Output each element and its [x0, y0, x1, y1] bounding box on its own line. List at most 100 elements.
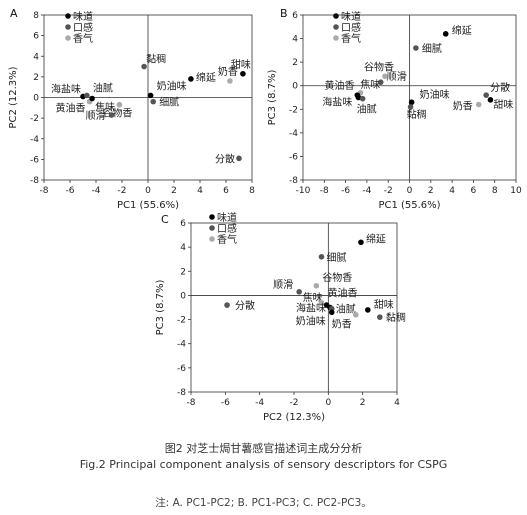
y-tick-label: 4 — [180, 243, 186, 253]
data-point-label: 焦味 — [360, 78, 380, 91]
data-point — [328, 309, 335, 316]
x-tick-label: 0 — [145, 186, 151, 196]
data-point-label: 细腻 — [422, 42, 442, 55]
data-point — [353, 311, 359, 318]
y-tick-label: 2 — [180, 267, 186, 277]
y-tick-label: 6 — [33, 32, 39, 42]
data-point — [224, 302, 230, 308]
data-point — [408, 99, 415, 106]
legend-label: 香气 — [73, 32, 93, 45]
y-tick-label: 4 — [292, 35, 298, 45]
data-point-label: 顺滑 — [86, 110, 106, 122]
x-tick-label: 8 — [249, 186, 255, 196]
legend-marker — [65, 13, 71, 19]
data-point-label: 细腻 — [326, 251, 346, 264]
data-point-label: 黏稠 — [146, 53, 166, 66]
x-tick-label: 10 — [510, 186, 522, 196]
legend-label: 味道 — [341, 10, 361, 23]
y-tick-label: -6 — [177, 364, 186, 374]
data-point-label: 绵延 — [196, 71, 216, 84]
data-point-label: 黏稠 — [386, 311, 406, 324]
data-point — [318, 253, 325, 260]
y-tick-label: -2 — [177, 316, 186, 326]
y-axis-label: PC3 (8.7%) — [267, 70, 278, 126]
x-tick-label: -4 — [92, 186, 101, 196]
y-tick-label: -4 — [177, 340, 186, 350]
figure-caption-english: Fig.2 Principal component analysis of se… — [79, 458, 448, 471]
data-point-label: 顺滑 — [387, 71, 407, 83]
legend-marker — [209, 225, 215, 231]
data-point-label: 谷物香 — [364, 60, 394, 73]
y-tick-label: 8 — [33, 11, 39, 21]
data-point-label: 分散 — [235, 299, 255, 312]
data-point — [227, 78, 233, 84]
x-tick-label: 2 — [428, 186, 434, 196]
legend-label: 口感 — [341, 21, 361, 34]
x-tick-label: 4 — [394, 398, 400, 408]
data-point-label: 焦味 — [95, 101, 115, 114]
data-point — [240, 70, 246, 77]
data-point-label: 黄油香 — [325, 79, 355, 92]
y-tick-label: -6 — [30, 155, 39, 165]
data-point — [377, 79, 384, 85]
plot-frame — [190, 222, 398, 393]
data-point — [475, 101, 482, 108]
x-tick-label: 0 — [407, 186, 413, 196]
x-tick-label: -6 — [66, 186, 75, 196]
data-point — [141, 63, 147, 70]
x-tick-label: 6 — [223, 186, 229, 196]
panel-letter: A — [10, 7, 18, 20]
data-point — [413, 45, 419, 51]
legend-marker — [65, 24, 71, 30]
y-tick-label: -2 — [30, 114, 39, 124]
x-tick-label: 0 — [325, 398, 331, 408]
x-tick-label: 4 — [449, 186, 455, 196]
legend-label: 味道 — [217, 211, 237, 224]
x-tick-label: 4 — [197, 186, 203, 196]
y-tick-label: 0 — [180, 291, 186, 301]
y-tick-label: 2 — [292, 58, 298, 68]
y-tick-label: -2 — [289, 105, 298, 115]
legend-marker — [333, 24, 339, 30]
data-point-label: 甜味 — [493, 98, 513, 111]
y-tick-label: 6 — [292, 11, 298, 21]
x-axis-label: PC2 (12.3%) — [263, 412, 325, 423]
legend-label: 香气 — [341, 32, 361, 45]
legend-marker — [333, 35, 339, 41]
data-point-label: 分散 — [215, 152, 235, 165]
data-point — [355, 94, 362, 101]
data-point — [487, 97, 494, 103]
x-tick-label: -8 — [187, 398, 196, 408]
data-point-label: 奶油味 — [157, 79, 187, 92]
figure-note: 注: A. PC1-PC2; B. PC1-PC3; C. PC2-PC3。 — [155, 497, 372, 509]
data-point — [296, 289, 302, 295]
legend-label: 味道 — [73, 10, 93, 23]
legend-label: 口感 — [73, 21, 93, 34]
data-point-label: 黄油香 — [327, 287, 357, 300]
legend-marker — [209, 236, 215, 242]
y-tick-label: 0 — [33, 94, 39, 104]
data-point-label: 分散 — [490, 81, 510, 94]
x-tick-label: -10 — [296, 186, 311, 196]
y-axis-label: PC2 (12.3%) — [8, 66, 19, 128]
x-tick-label: 2 — [360, 398, 366, 408]
data-point-label: 奶香 — [453, 101, 473, 113]
data-point — [318, 299, 325, 306]
figure-caption-chinese: 图2 对芝士焗甘薯感官描述词主成分分析 — [164, 442, 363, 455]
data-point-label: 谷物香 — [102, 107, 132, 120]
x-tick-label: -2 — [118, 186, 127, 196]
y-tick-label: -4 — [289, 129, 298, 139]
data-point — [188, 76, 194, 82]
x-tick-label: -2 — [290, 398, 299, 408]
data-point-label: 顺滑 — [273, 279, 293, 291]
data-point-label: 细腻 — [159, 96, 179, 109]
data-point-label: 海盐味 — [51, 82, 81, 95]
data-point — [483, 92, 489, 98]
data-point-label: 甜味 — [231, 58, 251, 71]
data-point-label: 焦味 — [303, 291, 323, 304]
data-point-label: 海盐味 — [322, 96, 352, 109]
data-point-label: 奶香 — [218, 66, 238, 78]
x-axis-label: PC1 (55.6%) — [378, 200, 440, 211]
legend-marker — [333, 13, 339, 19]
y-tick-label: -4 — [30, 135, 39, 145]
